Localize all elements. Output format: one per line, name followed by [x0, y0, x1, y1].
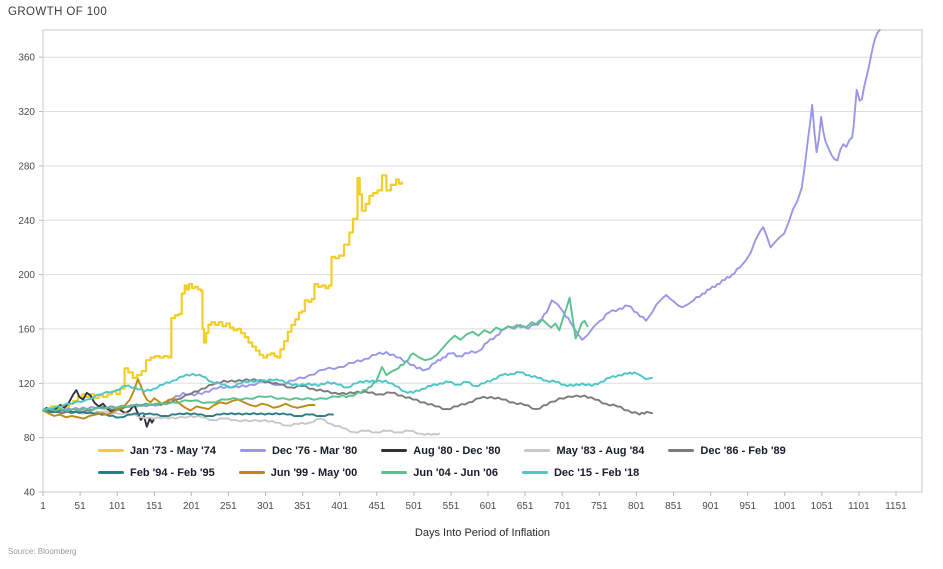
legend-label: Jan '73 - May '74 — [130, 444, 216, 457]
series-line-jun99 — [42, 378, 316, 420]
legend-swatch — [98, 449, 124, 452]
legend-item-jan73: Jan '73 - May '74 — [98, 443, 216, 458]
x-tick-label: 1001 — [774, 501, 797, 512]
legend-item-may83: May '83 - Aug '84 — [524, 443, 644, 458]
legend-swatch — [524, 449, 551, 452]
x-tick-label: 551 — [443, 501, 460, 512]
legend-item-dec86: Dec '86 - Feb '89 — [668, 443, 786, 458]
x-tick-label: 701 — [554, 501, 571, 512]
x-tick-label: 201 — [183, 501, 200, 512]
x-tick-label: 851 — [665, 501, 682, 512]
x-tick-label: 51 — [75, 501, 87, 512]
series-line-jan73 — [41, 174, 404, 412]
x-tick-label: 451 — [368, 501, 385, 512]
x-tick-label: 801 — [628, 501, 645, 512]
legend-swatch — [381, 449, 408, 452]
source-note: Source: Bloomberg — [8, 547, 77, 556]
x-tick-label: 401 — [331, 501, 348, 512]
legend-label: Aug '80 - Dec '80 — [413, 444, 501, 457]
x-tick-label: 1101 — [848, 501, 870, 512]
x-tick-label: 751 — [591, 501, 608, 512]
x-tick-label: 1051 — [811, 501, 834, 512]
legend-swatch — [521, 471, 548, 474]
y-tick-label: 120 — [18, 379, 35, 390]
legend-label: May '83 - Aug '84 — [556, 444, 645, 457]
y-tick-label: 360 — [18, 53, 35, 64]
legend-label: Dec '86 - Feb '89 — [700, 444, 786, 457]
legend-label: Dec '15 - Feb '18 — [553, 466, 640, 479]
x-tick-label: 301 — [257, 501, 274, 512]
series-line-jun04 — [42, 296, 589, 412]
y-tick-label: 280 — [18, 161, 35, 172]
legend: Jan '73 - May '74 Dec '76 - Mar '80 Aug '8… — [98, 443, 902, 480]
legend-swatch — [98, 471, 124, 474]
x-tick-label: 651 — [517, 501, 534, 512]
x-tick-label: 901 — [702, 501, 719, 512]
x-tick-label: 351 — [294, 501, 311, 512]
legend-item-jun99: Jun '99 - May '00 — [238, 465, 358, 480]
legend-swatch — [668, 449, 695, 452]
legend-item-dec76: Dec '76 - Mar '80 — [239, 443, 358, 458]
legend-label: Feb '94 - Feb '95 — [130, 466, 215, 479]
legend-swatch — [381, 471, 408, 474]
series-line-may83 — [42, 409, 441, 436]
series-line-feb94 — [42, 409, 334, 419]
x-tick-label: 601 — [480, 501, 497, 512]
x-tick-label: 1 — [40, 501, 46, 512]
y-tick-label: 160 — [18, 324, 35, 335]
y-tick-label: 80 — [24, 433, 36, 444]
legend-item-dec15: Dec '15 - Feb '18 — [521, 465, 640, 480]
x-tick-label: 951 — [739, 501, 756, 512]
y-tick-label: 240 — [18, 216, 35, 227]
x-tick-label: 151 — [146, 501, 163, 512]
x-axis-label: Days Into Period of Inflation — [414, 527, 551, 539]
plot-border — [42, 29, 923, 493]
legend-label: Jun '04 - Jun '06 — [413, 466, 498, 479]
x-tick-label: 501 — [406, 501, 423, 512]
legend-item-aug80: Aug '80 - Dec '80 — [381, 443, 500, 458]
series-line-dec15 — [42, 370, 653, 412]
x-tick-label: 251 — [220, 501, 237, 512]
x-tick-label: 1151 — [885, 501, 907, 512]
legend-swatch — [238, 471, 265, 474]
y-tick-label: 320 — [18, 107, 35, 118]
y-tick-label: 200 — [18, 270, 35, 281]
chart-title: GROWTH OF 100 — [8, 6, 108, 18]
x-tick-label: 101 — [109, 501, 126, 512]
legend-label: Dec '76 - Mar '80 — [271, 444, 358, 457]
legend-swatch — [239, 449, 266, 452]
series-line-aug80 — [42, 389, 155, 428]
y-tick-label: 40 — [24, 488, 36, 499]
series-line-dec76 — [42, 29, 881, 412]
legend-label: Jun '99 - May '00 — [270, 466, 358, 479]
legend-item-feb94: Feb '94 - Feb '95 — [98, 465, 215, 480]
legend-item-jun04: Jun '04 - Jun '06 — [381, 465, 498, 480]
